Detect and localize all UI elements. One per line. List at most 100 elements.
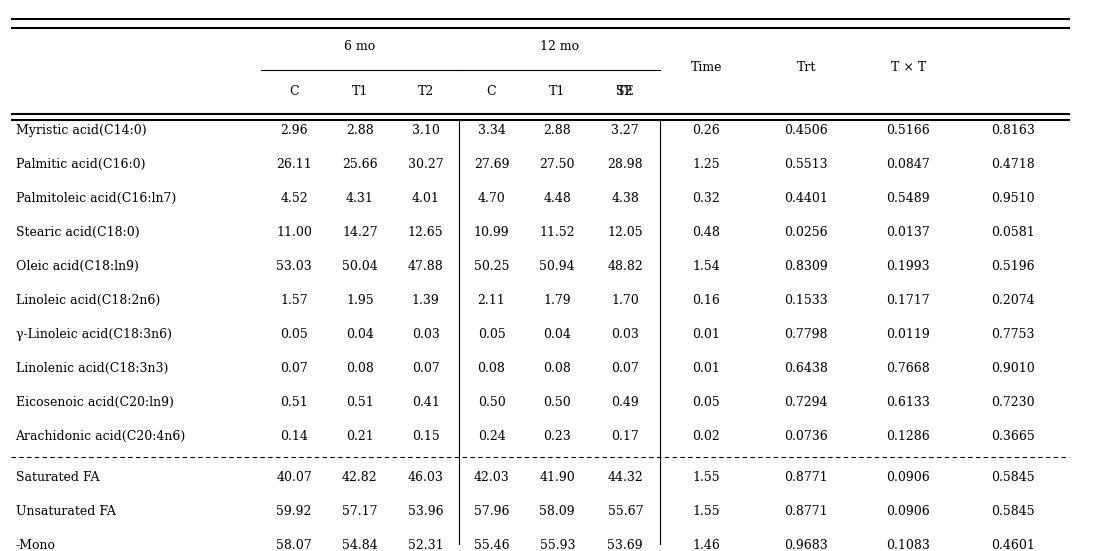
- Text: Palmitoleic acid(C16:ln7): Palmitoleic acid(C16:ln7): [16, 192, 176, 205]
- Text: 30.27: 30.27: [408, 158, 443, 171]
- Text: 53.96: 53.96: [408, 505, 443, 518]
- Text: 0.0137: 0.0137: [886, 226, 930, 239]
- Text: 0.0256: 0.0256: [784, 226, 828, 239]
- Text: 0.08: 0.08: [346, 362, 374, 375]
- Text: 0.51: 0.51: [280, 396, 308, 409]
- Text: 40.07: 40.07: [276, 471, 312, 484]
- Text: 27.69: 27.69: [473, 158, 509, 171]
- Text: 3.27: 3.27: [611, 124, 639, 137]
- Text: 2.11: 2.11: [478, 294, 506, 307]
- Text: 0.03: 0.03: [611, 328, 639, 341]
- Text: Time: Time: [690, 61, 722, 74]
- Text: C: C: [290, 85, 299, 99]
- Text: 53.69: 53.69: [608, 539, 643, 551]
- Text: T1: T1: [549, 85, 565, 99]
- Text: 0.50: 0.50: [478, 396, 506, 409]
- Text: T2: T2: [417, 85, 434, 99]
- Text: 1.55: 1.55: [693, 505, 721, 518]
- Text: 0.5166: 0.5166: [886, 124, 930, 137]
- Text: 1.95: 1.95: [346, 294, 374, 307]
- Text: 0.7753: 0.7753: [991, 328, 1035, 341]
- Text: 0.9683: 0.9683: [784, 539, 828, 551]
- Text: 0.0736: 0.0736: [784, 430, 828, 443]
- Text: C: C: [487, 85, 497, 99]
- Text: Stearic acid(C18:0): Stearic acid(C18:0): [16, 226, 139, 239]
- Text: 12.65: 12.65: [408, 226, 443, 239]
- Text: Unsaturated FA: Unsaturated FA: [16, 505, 115, 518]
- Text: Linoleic acid(C18:2n6): Linoleic acid(C18:2n6): [16, 294, 160, 307]
- Text: 0.07: 0.07: [280, 362, 308, 375]
- Text: 0.05: 0.05: [693, 396, 721, 409]
- Text: 0.5196: 0.5196: [991, 260, 1035, 273]
- Text: 50.25: 50.25: [473, 260, 509, 273]
- Text: 0.6133: 0.6133: [886, 396, 930, 409]
- Text: 0.1083: 0.1083: [886, 539, 930, 551]
- Text: 0.41: 0.41: [412, 396, 440, 409]
- Text: 54.84: 54.84: [342, 539, 378, 551]
- Text: 1.70: 1.70: [611, 294, 639, 307]
- Text: SE: SE: [617, 85, 634, 99]
- Text: Linolenic acid(C18:3n3): Linolenic acid(C18:3n3): [16, 362, 168, 375]
- Text: 0.7294: 0.7294: [784, 396, 828, 409]
- Text: 0.8309: 0.8309: [784, 260, 828, 273]
- Text: 0.5513: 0.5513: [784, 158, 828, 171]
- Text: 0.0847: 0.0847: [886, 158, 930, 171]
- Text: T2: T2: [618, 85, 633, 99]
- Text: 59.92: 59.92: [276, 505, 312, 518]
- Text: 0.23: 0.23: [544, 430, 571, 443]
- Text: 0.2074: 0.2074: [991, 294, 1035, 307]
- Text: 4.52: 4.52: [280, 192, 308, 205]
- Text: 0.7798: 0.7798: [784, 328, 828, 341]
- Text: 0.24: 0.24: [478, 430, 506, 443]
- Text: 0.14: 0.14: [280, 430, 308, 443]
- Text: 11.52: 11.52: [539, 226, 575, 239]
- Text: 44.32: 44.32: [608, 471, 643, 484]
- Text: 0.8163: 0.8163: [991, 124, 1035, 137]
- Text: 0.7230: 0.7230: [991, 396, 1035, 409]
- Text: 0.3665: 0.3665: [991, 430, 1035, 443]
- Text: 0.7668: 0.7668: [886, 362, 930, 375]
- Text: Oleic acid(C18:ln9): Oleic acid(C18:ln9): [16, 260, 139, 273]
- Text: 27.50: 27.50: [539, 158, 575, 171]
- Text: 48.82: 48.82: [608, 260, 643, 273]
- Text: 58.09: 58.09: [539, 505, 575, 518]
- Text: -Mono: -Mono: [16, 539, 56, 551]
- Text: 0.1993: 0.1993: [886, 260, 930, 273]
- Text: 0.17: 0.17: [611, 430, 639, 443]
- Text: 26.11: 26.11: [276, 158, 312, 171]
- Text: 1.79: 1.79: [544, 294, 571, 307]
- Text: 42.82: 42.82: [342, 471, 378, 484]
- Text: 1.54: 1.54: [693, 260, 721, 273]
- Text: 4.38: 4.38: [611, 192, 639, 205]
- Text: 0.1533: 0.1533: [784, 294, 828, 307]
- Text: 6 mo: 6 mo: [345, 40, 376, 52]
- Text: 0.50: 0.50: [544, 396, 571, 409]
- Text: 2.88: 2.88: [346, 124, 374, 137]
- Text: 0.1286: 0.1286: [886, 430, 930, 443]
- Text: 55.46: 55.46: [473, 539, 509, 551]
- Text: 10.99: 10.99: [473, 226, 509, 239]
- Text: Saturated FA: Saturated FA: [16, 471, 100, 484]
- Text: 1.46: 1.46: [693, 539, 721, 551]
- Text: 0.04: 0.04: [346, 328, 374, 341]
- Text: 1.57: 1.57: [280, 294, 308, 307]
- Text: 47.88: 47.88: [407, 260, 443, 273]
- Text: 0.9510: 0.9510: [991, 192, 1035, 205]
- Text: 0.0906: 0.0906: [886, 471, 930, 484]
- Text: 52.31: 52.31: [408, 539, 443, 551]
- Text: 55.67: 55.67: [608, 505, 643, 518]
- Text: 2.96: 2.96: [280, 124, 308, 137]
- Text: 50.04: 50.04: [342, 260, 378, 273]
- Text: 0.4601: 0.4601: [991, 539, 1035, 551]
- Text: 1.39: 1.39: [412, 294, 440, 307]
- Text: 0.26: 0.26: [693, 124, 721, 137]
- Text: 0.48: 0.48: [693, 226, 721, 239]
- Text: 0.03: 0.03: [412, 328, 440, 341]
- Text: 0.01: 0.01: [693, 362, 721, 375]
- Text: Myristic acid(C14:0): Myristic acid(C14:0): [16, 124, 147, 137]
- Text: 3.10: 3.10: [412, 124, 440, 137]
- Text: 0.04: 0.04: [544, 328, 571, 341]
- Text: γ-Linoleic acid(C18:3n6): γ-Linoleic acid(C18:3n6): [16, 328, 171, 341]
- Text: 42.03: 42.03: [473, 471, 509, 484]
- Text: 1.25: 1.25: [693, 158, 721, 171]
